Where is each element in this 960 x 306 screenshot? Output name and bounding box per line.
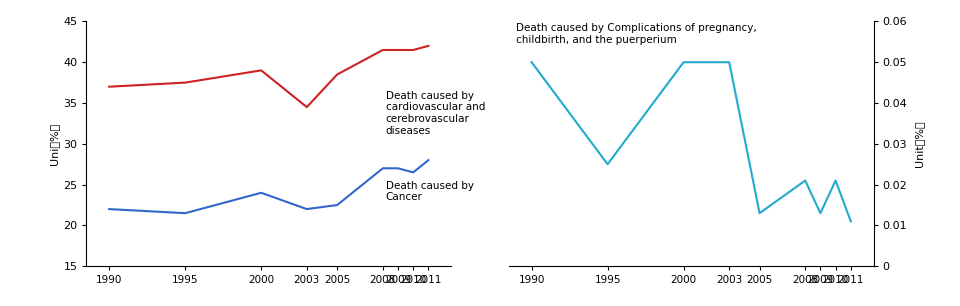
Y-axis label: Unit（%）: Unit（%） — [914, 121, 924, 167]
Text: Death caused by Complications of pregnancy,
childbirth, and the puerperium: Death caused by Complications of pregnan… — [516, 24, 757, 45]
Text: Death caused by
cardiovascular and
cerebrovascular
diseases: Death caused by cardiovascular and cereb… — [386, 91, 485, 136]
Y-axis label: Uni（%）: Uni（%） — [49, 123, 60, 165]
Text: Death caused by
Cancer: Death caused by Cancer — [386, 181, 474, 202]
